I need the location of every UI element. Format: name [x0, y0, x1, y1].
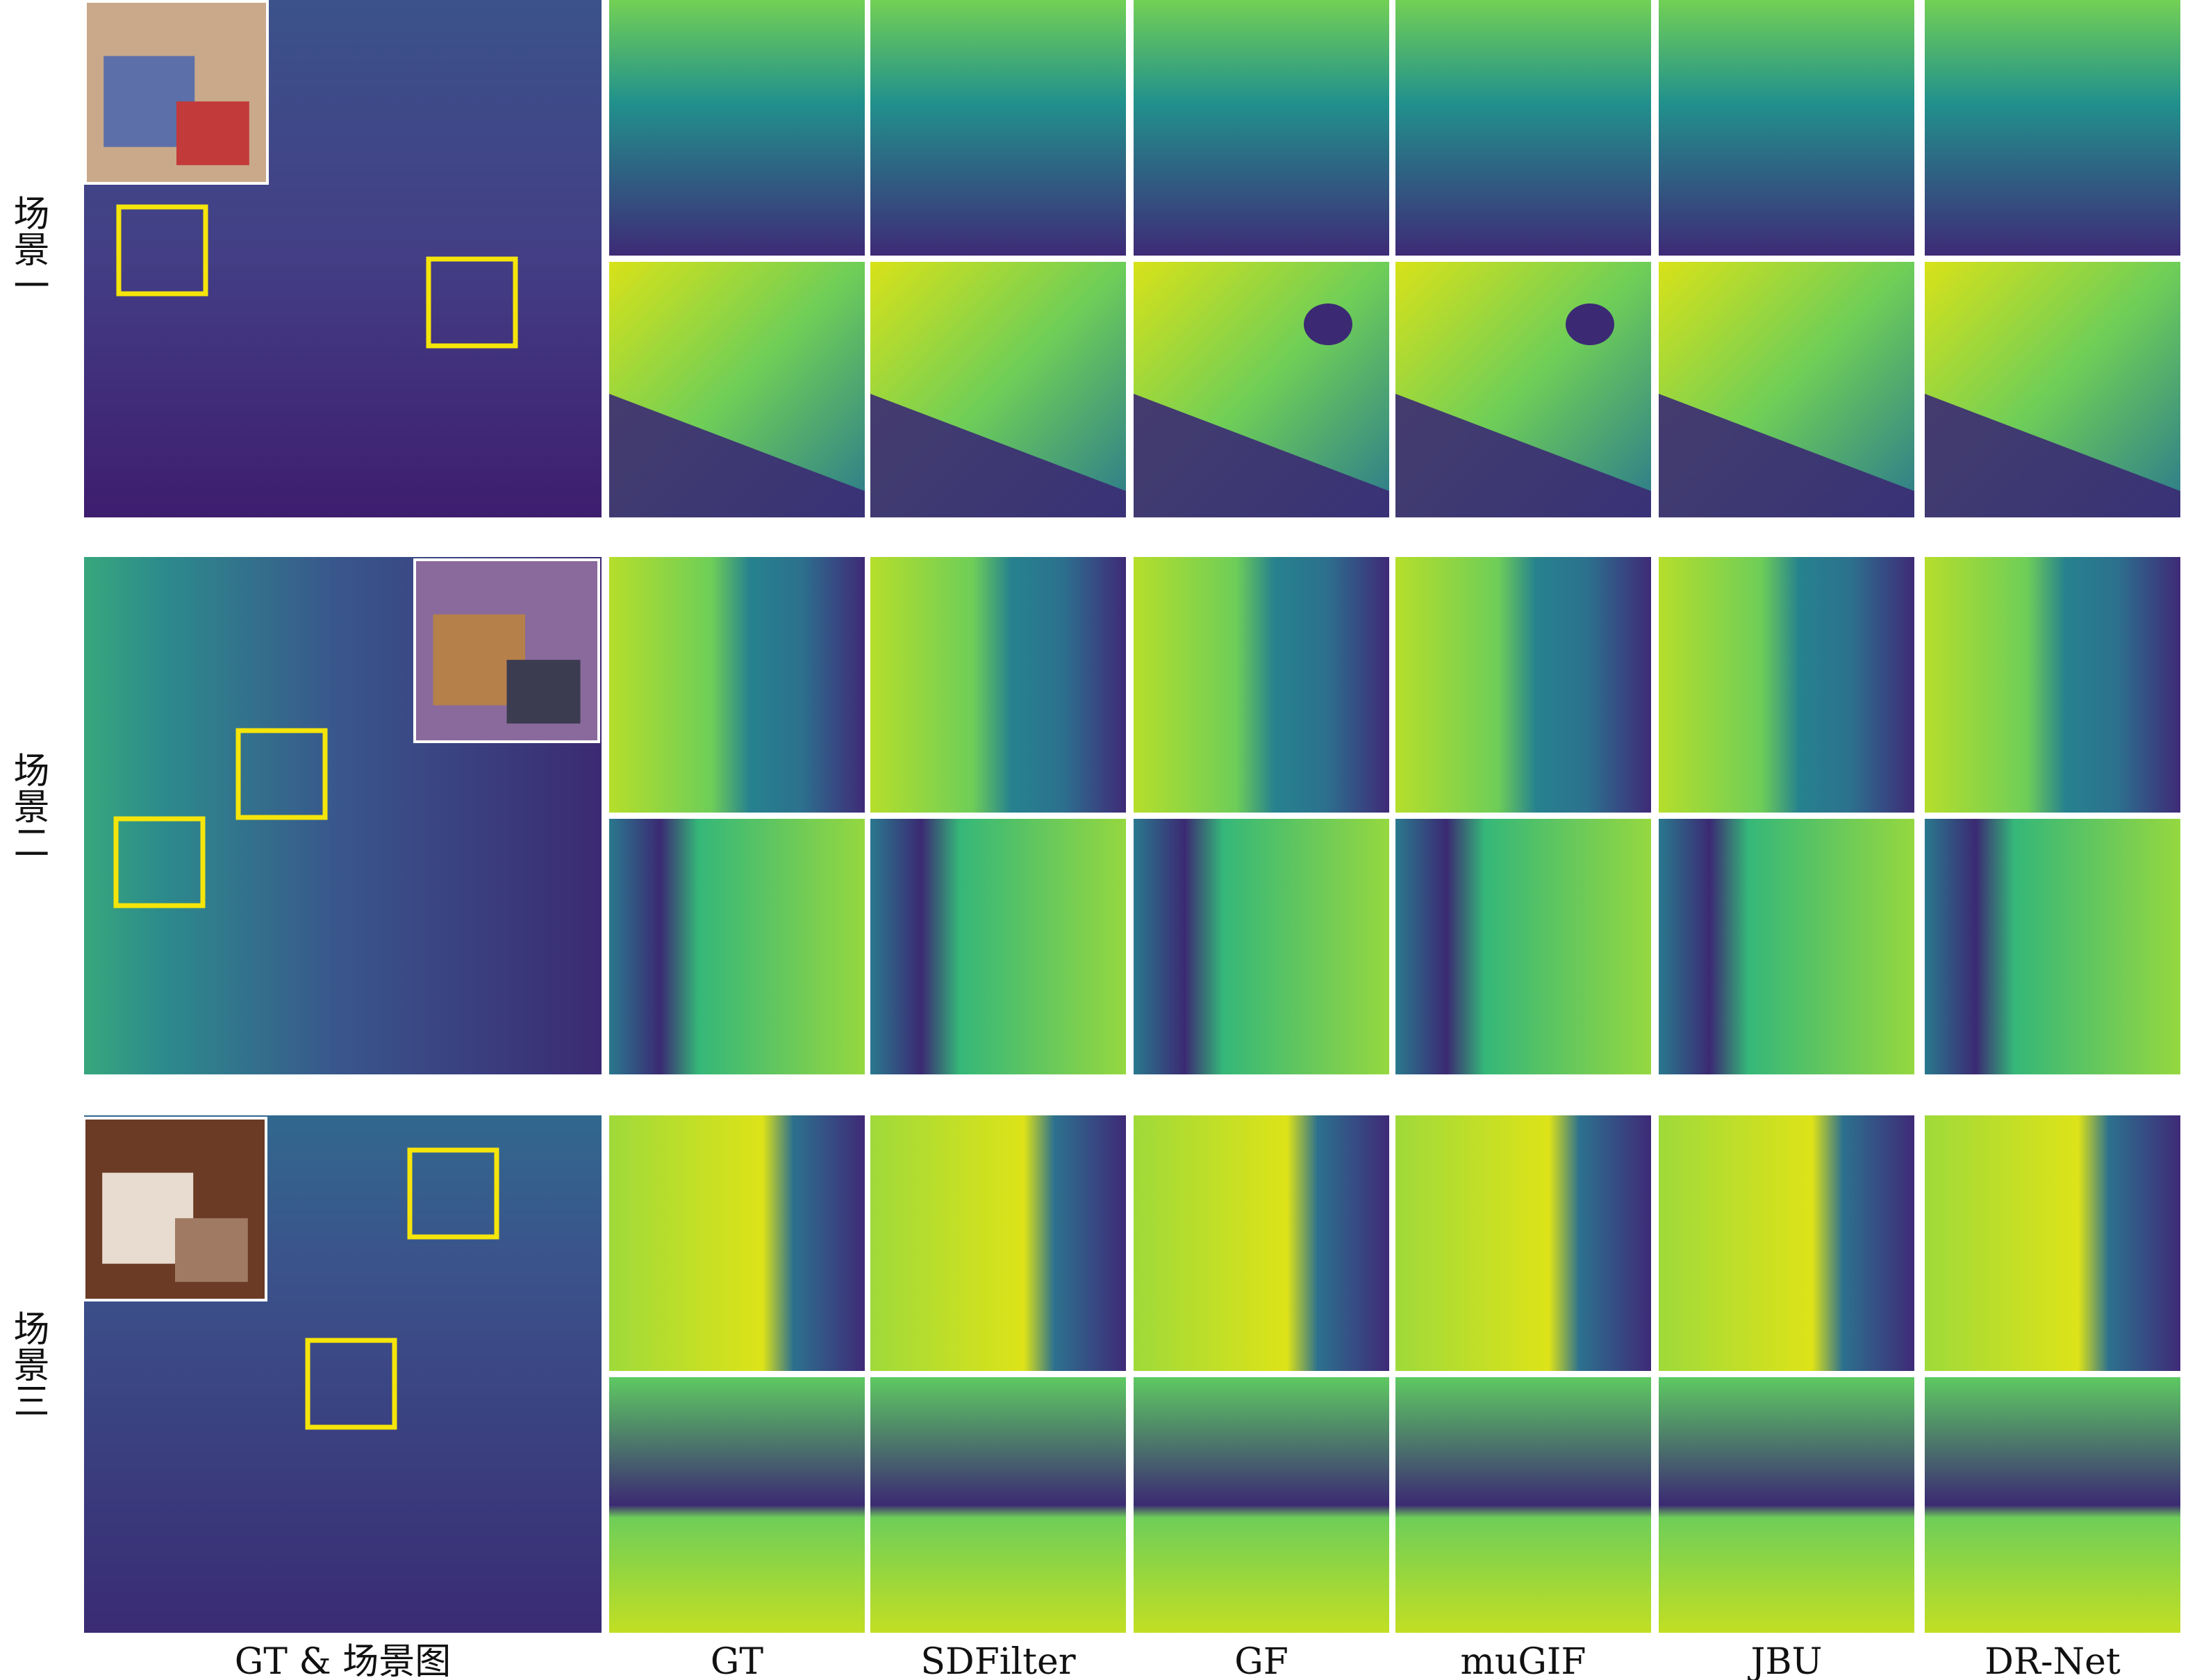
zoom-patch: [1395, 1377, 1651, 1633]
row-label: 场景二: [7, 751, 49, 860]
edge-region: [1659, 394, 1914, 517]
zoom-patch: [609, 1377, 865, 1633]
zoom-patch: [1395, 0, 1651, 256]
artifact: [1304, 303, 1352, 345]
zoom-patch: [1134, 819, 1389, 1074]
zoom-patch: [1925, 1377, 2180, 1633]
zoom-patch: [870, 1377, 1126, 1633]
zoom-box: [113, 816, 206, 908]
zoom-patch: [870, 819, 1126, 1074]
zoom-patch: [1925, 557, 2180, 813]
zoom-box: [305, 1338, 397, 1430]
zoom-patch: [1134, 0, 1389, 256]
artifact: [1566, 303, 1614, 345]
zoom-box: [116, 204, 208, 297]
zoom-patch: [609, 1115, 865, 1371]
zoom-patch: [1134, 1377, 1389, 1633]
zoom-patch: [609, 0, 865, 256]
rgb-inset-detail: [175, 1218, 248, 1282]
zoom-patch: [1134, 1115, 1389, 1371]
row-label: 场景一: [7, 194, 49, 303]
edge-region: [1395, 394, 1651, 517]
column-label: GT & 场景图: [235, 1641, 451, 1680]
row-label: 场景三: [7, 1310, 49, 1418]
zoom-patch: [1925, 1115, 2180, 1371]
zoom-patch: [870, 0, 1126, 256]
zoom-box: [407, 1147, 499, 1240]
zoom-patch: [1659, 0, 1914, 256]
zoom-box: [426, 256, 518, 349]
zoom-patch: [1395, 557, 1651, 813]
column-label: muGIF: [1461, 1641, 1586, 1680]
zoom-patch: [1395, 819, 1651, 1074]
edge-region: [1134, 394, 1389, 517]
column-label: GT: [711, 1641, 764, 1680]
zoom-patch: [1659, 557, 1914, 813]
zoom-patch: [1659, 819, 1914, 1074]
zoom-box: [235, 728, 328, 820]
edge-region: [609, 394, 865, 517]
zoom-patch: [1659, 1377, 1914, 1633]
zoom-patch: [1925, 0, 2180, 256]
column-label: GF: [1234, 1641, 1288, 1680]
zoom-patch: [1395, 1115, 1651, 1371]
zoom-patch: [1134, 557, 1389, 813]
zoom-patch: [870, 557, 1126, 813]
zoom-patch: [1925, 819, 2180, 1074]
zoom-patch: [870, 1115, 1126, 1371]
edge-region: [1925, 394, 2180, 517]
edge-region: [870, 394, 1126, 517]
column-label: SDFilter: [920, 1641, 1075, 1680]
zoom-patch: [609, 557, 865, 813]
rgb-inset-detail: [506, 660, 581, 724]
column-label: DR-Net: [1984, 1641, 2121, 1680]
zoom-patch: [609, 819, 865, 1074]
column-label: JBU: [1748, 1641, 1823, 1680]
zoom-patch: [1659, 1115, 1914, 1371]
rgb-inset-detail: [176, 101, 249, 165]
